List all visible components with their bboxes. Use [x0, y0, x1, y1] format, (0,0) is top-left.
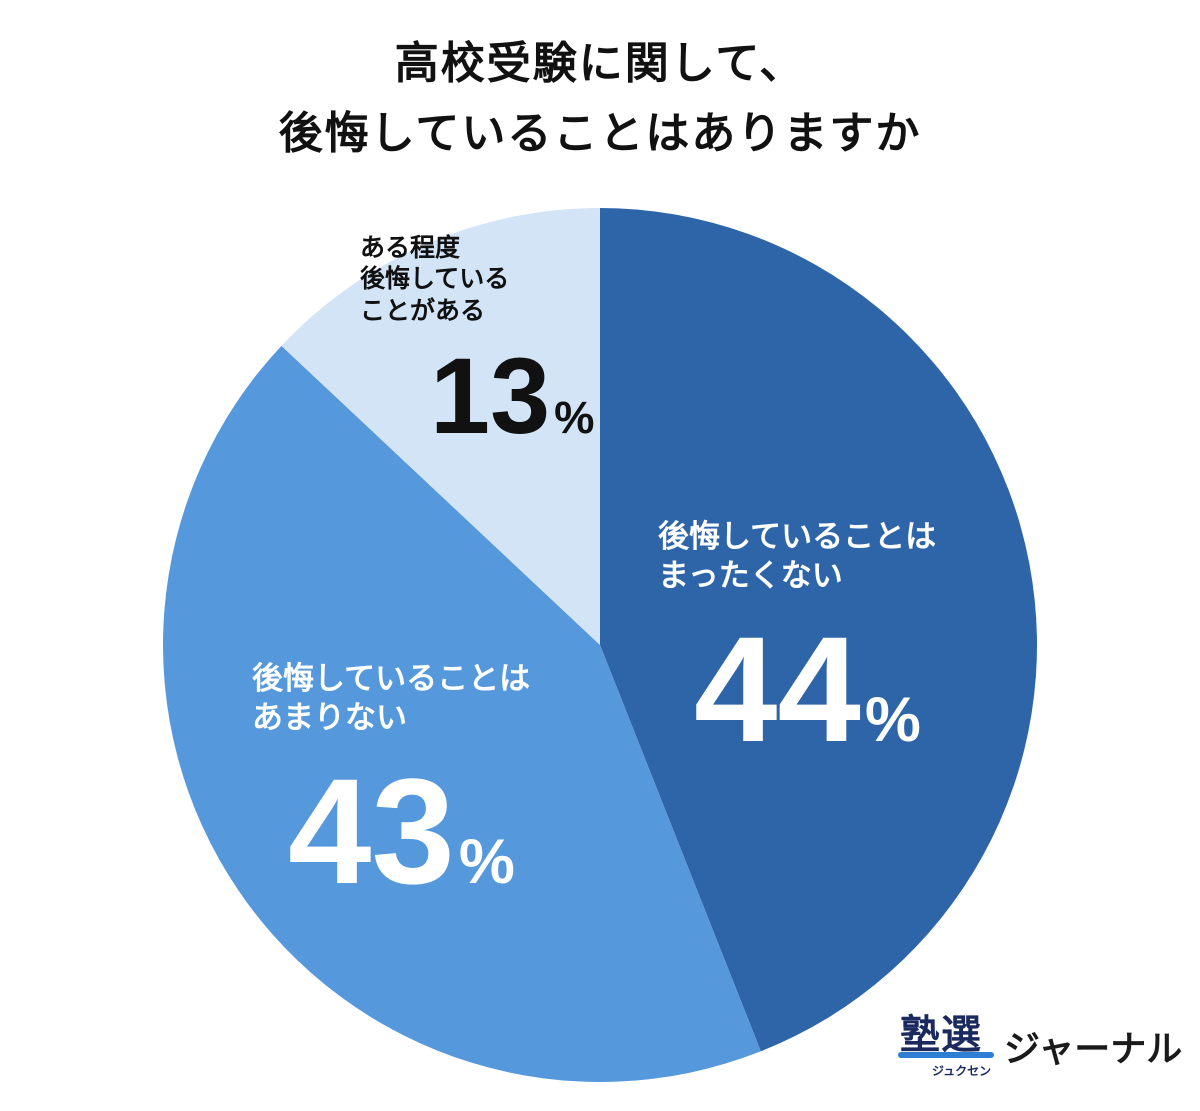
slice-category-line: 後悔していることは	[658, 519, 937, 555]
slice-category-line: ことがある	[360, 295, 486, 325]
chart-title-line-2: 後悔していることはありますか	[278, 108, 922, 159]
slice-percent-little-regret: 43%	[288, 756, 530, 906]
slice-value: 44	[694, 604, 861, 773]
percent-unit: %	[458, 826, 515, 897]
slice-category-line: ある程度	[360, 233, 461, 262]
brand-logo: 塾選 ジュクセン ジャーナル	[892, 1002, 1182, 1082]
logo-journal-text: ジャーナル	[1004, 1029, 1183, 1070]
slice-label-somewhat-regret: ある程度 後悔している ことがある 13%	[360, 232, 594, 450]
slice-category-line: 後悔している	[360, 264, 510, 294]
slice-label-little-regret: 後悔していることは あまりない 43%	[252, 660, 530, 906]
slice-value: 43	[288, 746, 455, 915]
slice-category-line: 後悔していることは	[252, 661, 531, 697]
slice-category-line: まったくない	[658, 557, 843, 594]
slice-label-no-regret-at-all: 後悔していることは まったくない 44%	[658, 518, 936, 764]
slice-percent-somewhat-regret: 13%	[430, 341, 595, 450]
percent-unit: %	[864, 684, 921, 755]
slice-somewhat-regret	[281, 208, 600, 645]
pie-slices	[162, 208, 1038, 1083]
slice-no-regret-at-all	[600, 208, 1038, 1052]
slice-percent-no-regret-at-all: 44%	[694, 614, 936, 764]
logo-reading: ジュクセン	[932, 1064, 992, 1078]
logo-kanji: 塾選	[900, 1012, 982, 1058]
logo-underline-pencil	[898, 1052, 994, 1058]
chart-title-line-1: 高校受験に関して、	[394, 38, 806, 89]
slice-category-line: あまりない	[252, 699, 407, 736]
slice-little-regret	[162, 345, 761, 1083]
slice-value: 13	[430, 334, 551, 456]
percent-unit: %	[554, 391, 595, 443]
